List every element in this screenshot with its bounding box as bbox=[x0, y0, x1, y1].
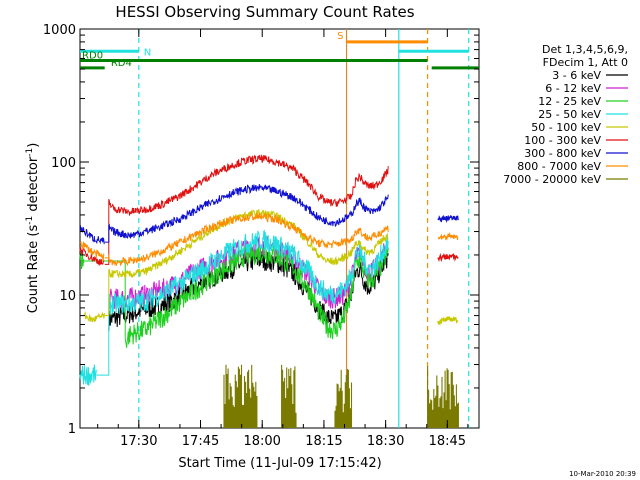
legend-label-8: 7000 - 20000 keV bbox=[503, 173, 601, 186]
series-6-late-line bbox=[437, 214, 459, 224]
legend-label-4: 50 - 100 keV bbox=[531, 121, 601, 134]
legend-label-6: 300 - 800 keV bbox=[524, 147, 601, 160]
plot-frame bbox=[79, 28, 480, 429]
x-axis-label: Start Time (11-Jul-09 17:15:42) bbox=[178, 456, 381, 471]
series-4-late-line bbox=[437, 315, 459, 327]
series-3-line bbox=[96, 229, 389, 376]
series-8-burst-1 bbox=[281, 364, 297, 428]
marker-lines bbox=[138, 29, 470, 428]
x-tick-label-3: 18:15 bbox=[305, 434, 342, 449]
y-tick-label-3: 1000 bbox=[43, 23, 76, 38]
legend-label-3: 25 - 50 keV bbox=[538, 108, 601, 121]
legend: Det 1,3,4,5,6,9,FDecim 1, Att 03 - 6 keV… bbox=[503, 43, 628, 186]
flag-label-s: S bbox=[337, 31, 343, 42]
series-8-burst-3 bbox=[427, 366, 459, 428]
y-tick-label-2: 100 bbox=[51, 156, 76, 171]
series-2-early-line bbox=[79, 252, 85, 270]
legend-header-0: Det 1,3,4,5,6,9, bbox=[542, 43, 628, 56]
x-tick-label-4: 18:30 bbox=[367, 434, 404, 449]
legend-label-5: 100 - 300 keV bbox=[524, 134, 601, 147]
y-axis-label: Count Rate (s-1 detector-1) bbox=[25, 143, 41, 314]
x-tick-label-2: 18:00 bbox=[243, 434, 280, 449]
x-tick-label-0: 17:30 bbox=[120, 434, 157, 449]
series-5-line bbox=[104, 154, 389, 265]
series-6-line bbox=[104, 184, 389, 243]
series-4-early-line bbox=[83, 310, 105, 323]
flag-label-n: N bbox=[144, 47, 151, 58]
series-2-line bbox=[84, 243, 389, 348]
y-tick-label-0: 1 bbox=[68, 422, 76, 437]
x-tick-label-1: 17:45 bbox=[182, 434, 219, 449]
series-5-late-line bbox=[437, 252, 459, 263]
series-8-burst-2 bbox=[334, 368, 353, 428]
flag-label-rd4: RD4 bbox=[111, 58, 132, 69]
legend-label-1: 6 - 12 keV bbox=[545, 82, 601, 95]
flag-label-rd0: RD0 bbox=[82, 50, 103, 61]
series-3-early-line bbox=[79, 364, 97, 386]
series-7-early-line bbox=[79, 240, 105, 262]
legend-header-1: FDecim 1, Att 0 bbox=[543, 56, 628, 69]
legend-label-7: 800 - 7000 keV bbox=[517, 160, 601, 173]
timestamp: 10-Mar-2010 20:39 bbox=[569, 470, 636, 478]
series-8-burst-0 bbox=[223, 364, 258, 428]
legend-label-2: 12 - 25 keV bbox=[538, 95, 601, 108]
axes: 17:30 17:45 18:00 18:15 18:30 18:45 1 10 100 1000 bbox=[43, 23, 479, 449]
series-7-line bbox=[104, 212, 389, 267]
flag-bars: N S RD0 RD4 bbox=[80, 31, 479, 70]
series-lines bbox=[79, 154, 459, 428]
chart-title: HESSI Observing Summary Count Rates bbox=[115, 3, 414, 21]
legend-label-0: 3 - 6 keV bbox=[552, 69, 601, 82]
y-tick-label-1: 10 bbox=[59, 289, 76, 304]
x-tick-label-5: 18:45 bbox=[429, 434, 466, 449]
series-7-late-line bbox=[437, 232, 459, 241]
